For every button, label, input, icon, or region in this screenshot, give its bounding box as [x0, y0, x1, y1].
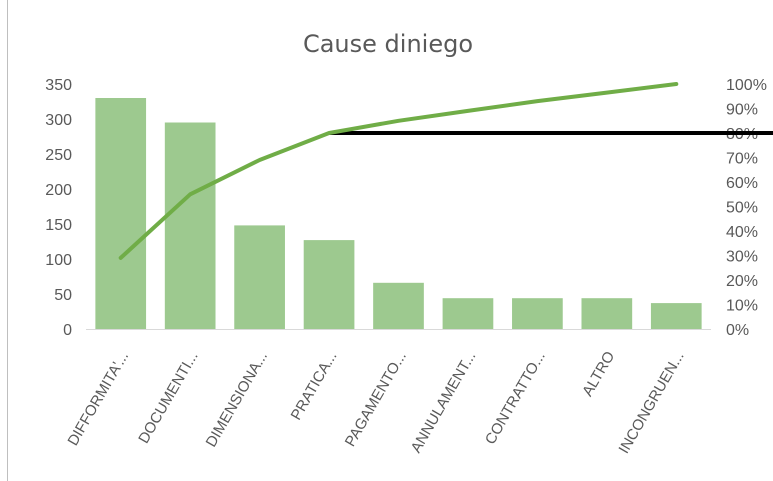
category-label: DIMENSIONA... [203, 349, 271, 451]
right-tick-label: 0% [726, 322, 749, 339]
category-label: ALTRO [579, 349, 618, 400]
right-tick-label: 20% [726, 273, 758, 290]
right-tick-label: 40% [726, 224, 758, 241]
category-label: CONTRATTO... [482, 349, 549, 448]
bar [442, 298, 494, 329]
bar [373, 282, 424, 329]
right-tick-label: 70% [726, 151, 758, 168]
left-tick-label: 350 [45, 77, 72, 94]
category-label: DIFFORMITA'... [65, 349, 133, 449]
left-tick-label: 200 [45, 182, 72, 199]
category-label: PRATICA... [288, 349, 341, 424]
bar [512, 298, 563, 329]
right-tick-label: 60% [726, 175, 758, 192]
right-tick-label: 100% [726, 77, 767, 94]
left-tick-label: 300 [45, 112, 72, 129]
right-tick-label: 90% [726, 102, 758, 119]
left-tick-label: 150 [45, 217, 72, 234]
category-label: ANNULAMENT... [408, 349, 480, 456]
right-tick-label: 50% [726, 200, 758, 217]
left-tick-label: 250 [45, 147, 72, 164]
left-tick-label: 0 [63, 322, 72, 339]
chart-title: Cause diniego [303, 30, 473, 58]
bar [650, 303, 702, 329]
bar [234, 225, 285, 329]
bar [164, 122, 216, 329]
plot-area: 0 50 100 150 200 250 300 350 0% 10% 20% 30% 40% 50% 60… [45, 77, 773, 457]
category-label: INCONGRUEN... [616, 349, 688, 457]
category-label: PAGAMENTO... [342, 349, 410, 450]
bar [303, 240, 355, 329]
right-tick-label: 30% [726, 249, 758, 266]
category-label: DOCUMENTI... [135, 349, 201, 447]
right-tick-label: 10% [726, 298, 758, 315]
bar [581, 298, 633, 329]
bar [95, 98, 147, 329]
left-tick-label: 100 [45, 252, 72, 269]
left-tick-label: 50 [54, 287, 72, 304]
